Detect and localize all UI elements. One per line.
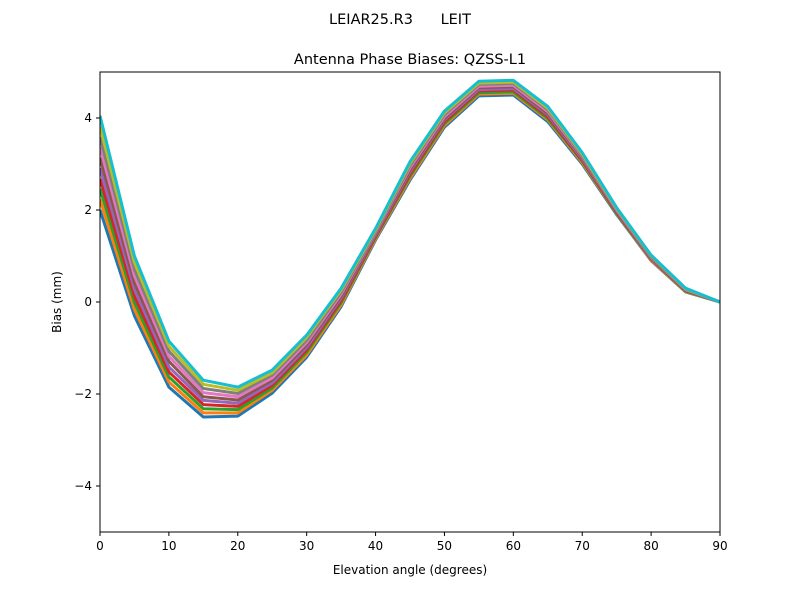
series-line-8 (100, 80, 720, 392)
series-lines (100, 78, 720, 419)
y-tick-label: −2 (74, 387, 92, 401)
y-tick-label: 4 (84, 111, 92, 125)
series-line-6 (100, 83, 720, 399)
x-axis-label: Elevation angle (degrees) (333, 563, 487, 577)
x-tick-label: 70 (575, 539, 590, 553)
series-line-3 (100, 88, 720, 408)
x-tick-label: 60 (506, 539, 521, 553)
series-line-5 (100, 85, 720, 402)
y-tick-label: −4 (74, 479, 92, 493)
series-line-7 (100, 82, 720, 395)
figure-suptitle: LEIAR25.R3 LEIT (329, 12, 471, 28)
x-ticks: 0 10 20 30 40 50 60 70 80 90 (96, 532, 728, 553)
x-tick-label: 80 (643, 539, 658, 553)
y-axis-label: Bias (mm) (50, 271, 64, 333)
series-line-9 (100, 78, 720, 389)
series-line-2 (100, 90, 720, 412)
x-tick-label: 10 (161, 539, 176, 553)
y-ticks: −4 −2 0 2 4 (74, 111, 100, 493)
x-tick-label: 50 (437, 539, 452, 553)
x-tick-label: 0 (96, 539, 104, 553)
series-line-1 (100, 91, 720, 415)
x-tick-label: 30 (299, 539, 314, 553)
chart-title: Antenna Phase Biases: QZSS-L1 (294, 52, 526, 68)
series-line-4 (100, 87, 720, 405)
x-tick-label: 90 (712, 539, 727, 553)
x-tick-label: 20 (230, 539, 245, 553)
x-tick-label: 40 (368, 539, 383, 553)
y-tick-label: 2 (84, 203, 92, 217)
plot-frame (99, 71, 721, 533)
y-tick-label: 0 (84, 295, 92, 309)
